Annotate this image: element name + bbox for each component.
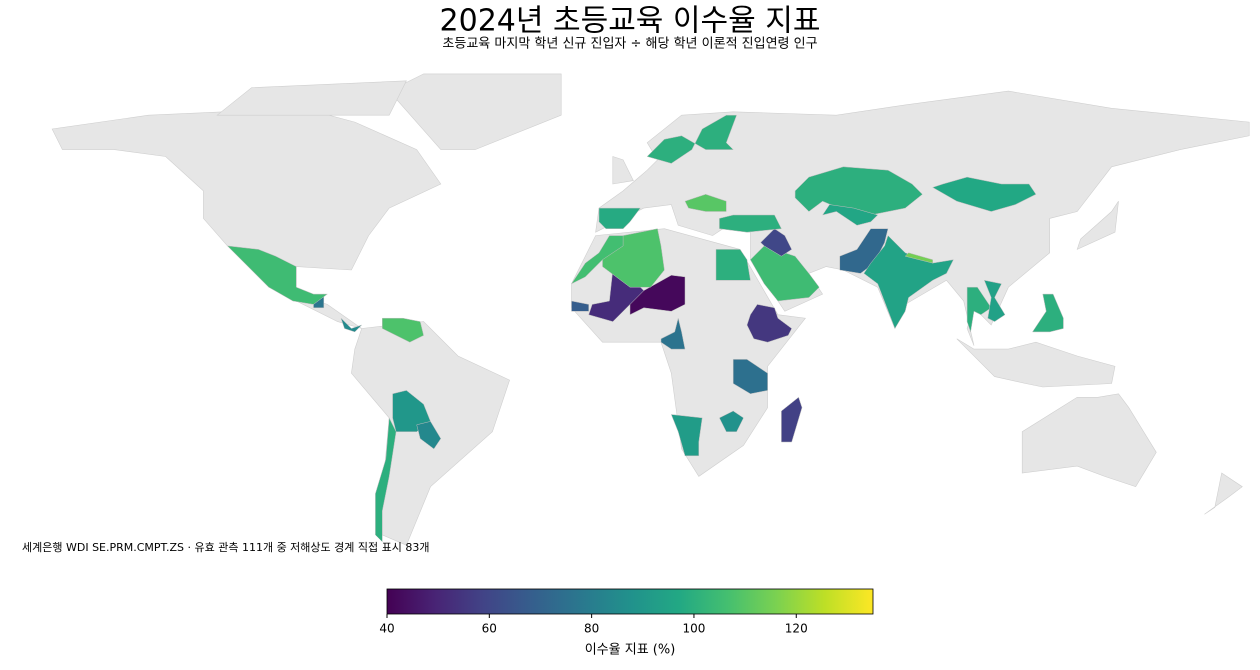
colorbar bbox=[386, 588, 874, 615]
country bbox=[340, 318, 362, 333]
landmass bbox=[216, 80, 407, 116]
country bbox=[719, 214, 782, 233]
landmass bbox=[1204, 472, 1243, 515]
country-layer bbox=[226, 114, 1064, 543]
country bbox=[746, 304, 793, 343]
country bbox=[416, 421, 442, 450]
landmass bbox=[595, 90, 1250, 346]
landmass bbox=[388, 73, 562, 150]
country bbox=[932, 176, 1037, 212]
country bbox=[570, 235, 624, 285]
country bbox=[646, 114, 737, 164]
source-note: 세계은행 WDI SE.PRM.CMPT.ZS · 유효 관측 111개 중 저… bbox=[22, 540, 429, 554]
landmass bbox=[1021, 393, 1157, 488]
country bbox=[670, 414, 703, 457]
country bbox=[226, 245, 329, 305]
country bbox=[598, 207, 641, 229]
country bbox=[839, 228, 889, 274]
country bbox=[863, 235, 954, 330]
country bbox=[382, 317, 424, 343]
country bbox=[732, 359, 768, 395]
colorbar-tick-label: 120 bbox=[785, 622, 808, 636]
country bbox=[822, 204, 879, 226]
country bbox=[375, 416, 397, 543]
country bbox=[1032, 293, 1064, 333]
landmass bbox=[956, 338, 1116, 388]
country bbox=[781, 396, 803, 443]
country bbox=[684, 194, 727, 212]
landmass bbox=[1076, 201, 1119, 250]
country bbox=[719, 410, 744, 432]
country bbox=[983, 279, 1006, 322]
country bbox=[966, 286, 992, 332]
landmass bbox=[612, 156, 634, 185]
country bbox=[904, 252, 933, 264]
land-layer bbox=[51, 73, 1250, 546]
country bbox=[660, 318, 686, 350]
chart-title: 2024년 초등교육 이수율 지표 bbox=[440, 4, 821, 39]
landmass bbox=[51, 107, 442, 329]
colorbar-tick-label: 80 bbox=[584, 622, 599, 636]
country bbox=[571, 300, 589, 312]
chart-subtitle: 초등교육 마지막 학년 신규 진입자 ÷ 해당 학년 이론적 진입연령 인구 bbox=[442, 37, 817, 52]
colorbar-label: 이수율 지표 (%) bbox=[585, 643, 676, 658]
country bbox=[794, 166, 923, 216]
colorbar-tick-label: 100 bbox=[682, 622, 705, 636]
colorbar-tick-label: 40 bbox=[379, 622, 394, 636]
colorbar-tick-label: 60 bbox=[482, 622, 497, 636]
country bbox=[715, 249, 751, 281]
